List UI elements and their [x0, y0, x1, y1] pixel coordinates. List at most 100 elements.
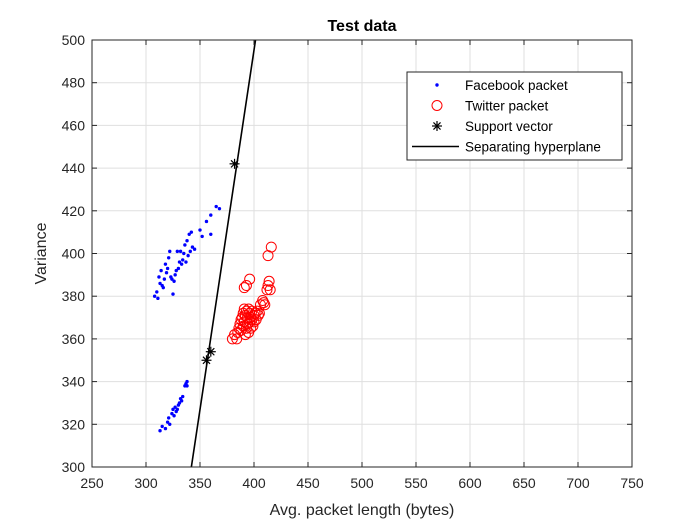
facebook-point: [170, 411, 174, 416]
facebook-point: [214, 204, 218, 209]
facebook-point: [209, 232, 213, 236]
facebook-point: [186, 253, 190, 258]
y-tick-label: 460: [62, 117, 86, 133]
y-tick-label: 420: [62, 203, 86, 219]
facebook-point: [190, 245, 195, 249]
twitter-point: [258, 297, 270, 309]
facebook-point: [182, 251, 186, 256]
twitter-point: [249, 307, 261, 319]
facebook-point: [174, 268, 178, 273]
facebook-point: [170, 277, 174, 281]
twitter-point: [239, 329, 251, 341]
twitter-point: [232, 326, 244, 338]
star-stroke: [433, 122, 441, 130]
x-tick-label: 550: [404, 475, 428, 491]
y-tick-label: 500: [62, 32, 86, 48]
facebook-point: [175, 249, 180, 254]
y-tick-label: 320: [62, 416, 86, 432]
facebook-point: [162, 277, 167, 281]
facebook-point: [168, 249, 172, 254]
x-tick-label: 300: [134, 475, 158, 491]
data-layer: [152, 40, 277, 467]
facebook-point: [176, 266, 181, 271]
y-tick-label: 300: [62, 459, 86, 475]
facebook-point: [179, 399, 184, 403]
facebook-point: [161, 285, 165, 290]
legend-box: [406, 71, 623, 161]
facebook-point: [185, 384, 189, 388]
facebook-point: [164, 271, 169, 275]
facebook-point: [179, 262, 184, 266]
x-tick-label: 250: [80, 475, 104, 491]
facebook-point: [181, 258, 185, 262]
facebook-point: [185, 379, 189, 384]
twitter-point: [259, 299, 271, 311]
legend-marker-support-vector: [432, 121, 442, 131]
facebook-point: [217, 206, 222, 211]
facebook-point: [157, 275, 161, 279]
series-dot: [152, 204, 222, 433]
twitter-point: [252, 309, 264, 321]
x-axis-label: Avg. packet length (bytes): [270, 502, 455, 519]
facebook-point: [166, 256, 171, 260]
y-tick-label: 380: [62, 288, 86, 304]
twitter-point: [247, 320, 259, 332]
twitter-point: [253, 307, 265, 319]
facebook-point: [183, 243, 187, 247]
x-tick-label: 600: [458, 475, 482, 491]
facebook-point: [163, 262, 168, 266]
facebook-point: [166, 416, 171, 420]
series-line: [190, 40, 257, 467]
facebook-point: [177, 401, 182, 405]
facebook-point: [172, 279, 176, 283]
y-tick-label: 480: [62, 75, 86, 91]
chart-title: Test data: [327, 18, 396, 35]
facebook-point: [165, 266, 170, 271]
star-stroke: [202, 356, 211, 365]
facebook-point: [152, 294, 157, 298]
x-tick-label: 450: [296, 475, 320, 491]
x-tick-label: 350: [188, 475, 212, 491]
twitter-point: [238, 282, 250, 294]
facebook-point: [187, 232, 191, 236]
facebook-point: [156, 296, 160, 301]
facebook-point: [192, 247, 197, 251]
facebook-point: [177, 260, 182, 264]
facebook-point: [158, 429, 162, 433]
facebook-point: [165, 420, 170, 424]
y-tick-label: 340: [62, 374, 86, 390]
facebook-point: [171, 407, 175, 412]
axis-ticks: 250 300 350 400 450 500 550 600 650 700 7503003203…: [62, 32, 644, 491]
x-tick-label: 500: [350, 475, 374, 491]
facebook-point: [200, 234, 204, 239]
legend-label: Separating hyperplane: [465, 140, 601, 155]
facebook-point: [173, 405, 177, 409]
legend-label: Facebook packet: [465, 78, 568, 93]
twitter-point: [261, 284, 273, 296]
y-tick-label: 400: [62, 246, 86, 262]
legend: Facebook packet Twitter packet Support vec…: [406, 71, 623, 161]
facebook-point: [204, 219, 209, 224]
legend-label: Support vector: [465, 119, 553, 134]
facebook-point: [171, 292, 175, 296]
x-tick-label: 750: [620, 475, 644, 491]
facebook-point: [198, 228, 202, 232]
y-axis-label: Variance: [33, 222, 50, 284]
legend-label: Twitter packet: [465, 99, 549, 114]
legend-marker-facebook: [435, 83, 439, 87]
twitter-point: [231, 333, 243, 345]
facebook-point: [188, 249, 192, 254]
facebook-point: [168, 422, 172, 426]
facebook-point: [181, 394, 185, 399]
twitter-point: [240, 280, 252, 292]
series-star: [201, 158, 240, 366]
support-vector-point: [205, 346, 216, 357]
twitter-point: [263, 275, 275, 287]
facebook-point: [160, 424, 164, 429]
facebook-point: [158, 281, 162, 286]
facebook-point: [175, 407, 180, 412]
y-tick-label: 360: [62, 331, 86, 347]
facebook-point: [163, 426, 168, 431]
facebook-point: [159, 268, 163, 273]
